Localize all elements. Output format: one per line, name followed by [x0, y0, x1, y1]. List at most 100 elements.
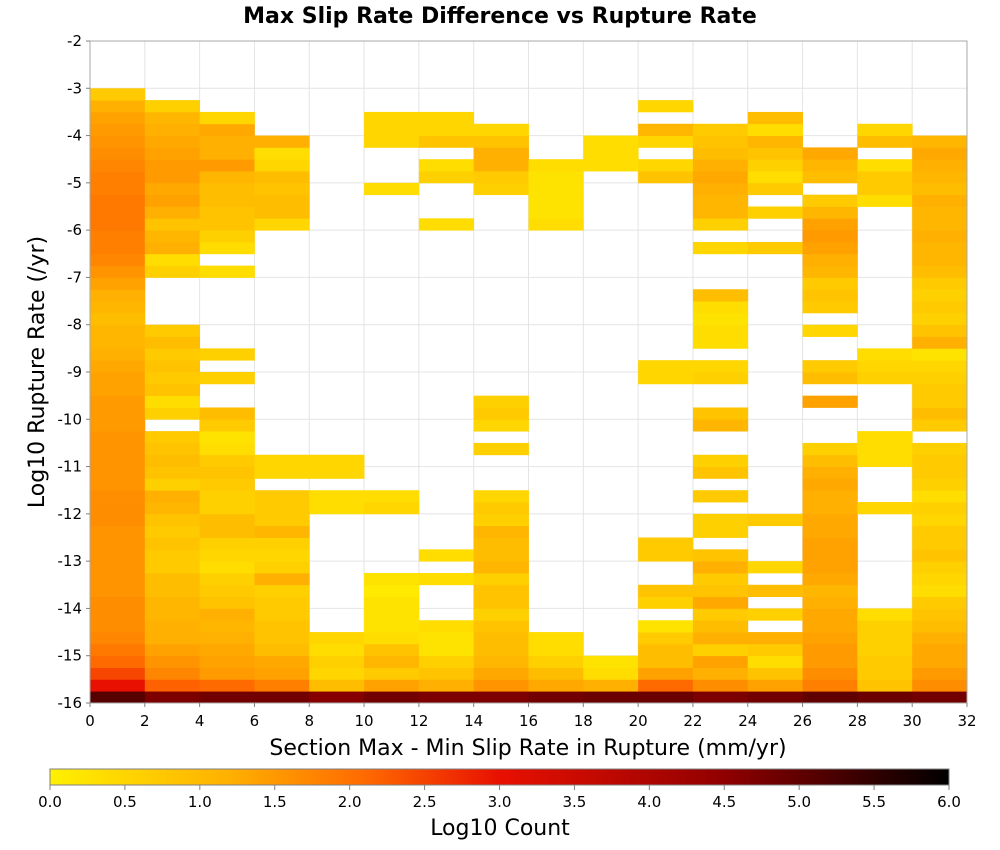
heatmap-cell — [90, 442, 146, 456]
heatmap-cell — [473, 159, 529, 172]
heatmap-cell — [473, 182, 529, 196]
heatmap-cell — [473, 667, 529, 680]
heatmap-cell — [364, 596, 420, 609]
heatmap-cell — [692, 419, 749, 432]
heatmap-cell — [638, 100, 694, 113]
heatmap-cell — [90, 454, 146, 467]
heatmap-cell — [254, 691, 310, 704]
heatmap-cell — [857, 691, 913, 704]
heatmap-cell — [802, 253, 858, 267]
y-tick-label: -9 — [67, 363, 82, 381]
y-tick-label: -15 — [58, 647, 83, 665]
heatmap-cell — [638, 667, 694, 680]
y-tick-label: -8 — [67, 316, 82, 334]
heatmap-cell — [747, 691, 803, 704]
heatmap-cell — [802, 691, 858, 704]
colorbar-tick-label: 3.0 — [488, 793, 512, 811]
heatmap-cell — [144, 442, 201, 456]
heatmap-cell — [473, 572, 529, 586]
heatmap-cell — [638, 159, 694, 172]
y-tick-label: -16 — [58, 694, 83, 712]
heatmap-cell — [802, 277, 858, 290]
heatmap-cell — [802, 596, 858, 609]
heatmap-cell — [583, 135, 639, 148]
heatmap-cell — [747, 608, 803, 621]
y-axis-label: Log10 Rupture Rate (/yr) — [25, 236, 50, 508]
heatmap-cell — [747, 679, 803, 692]
heatmap-cell — [144, 147, 201, 160]
heatmap-cell — [418, 632, 475, 645]
heatmap-cell — [144, 324, 201, 337]
heatmap-cell — [583, 691, 639, 704]
heatmap-cell — [254, 537, 310, 550]
heatmap-cell — [692, 525, 749, 538]
heatmap-cell — [90, 632, 146, 645]
heatmap-cell — [199, 419, 255, 432]
heatmap-cell — [254, 490, 310, 503]
heatmap-cell — [473, 561, 529, 574]
y-tick-label: -5 — [67, 174, 82, 192]
heatmap-cell — [90, 289, 146, 302]
heatmap-cell — [638, 171, 694, 184]
heatmap-cell — [802, 549, 858, 562]
colorbar-ticks: 0.0 0.5 1.0 1.5 2.0 2.5 3.0 3.5 4.0 4.5 5.0 5.5 6.0 — [38, 785, 961, 811]
heatmap-cell — [857, 372, 913, 385]
heatmap-cell — [90, 537, 146, 550]
heatmap-cell — [418, 123, 475, 136]
heatmap-cell — [254, 454, 310, 467]
heatmap-cell — [144, 655, 201, 668]
heatmap-cell — [473, 419, 529, 432]
heatmap-cell — [473, 442, 529, 456]
heatmap-cell — [802, 561, 858, 574]
heatmap-cell — [144, 454, 201, 467]
heatmap-cell — [528, 632, 584, 645]
heatmap-cell — [309, 632, 365, 645]
heatmap-cell — [199, 466, 255, 479]
heatmap-cell — [638, 632, 694, 645]
heatmap-cell — [364, 123, 420, 136]
heatmap-cell — [144, 135, 201, 148]
heatmap-cell — [692, 679, 749, 692]
heatmap-cell — [90, 478, 146, 491]
heatmap-cell — [912, 502, 968, 515]
heatmap-cell — [90, 513, 146, 527]
heatmap-cell — [199, 502, 255, 515]
heatmap-cell — [144, 466, 201, 479]
heatmap-cell — [144, 490, 201, 503]
y-tick-label: -6 — [67, 221, 82, 239]
colorbar-label: Log10 Count — [430, 816, 570, 841]
heatmap-cell — [418, 620, 475, 633]
heatmap-cell — [90, 466, 146, 479]
heatmap-cell — [692, 490, 749, 503]
heatmap-cell — [90, 643, 146, 657]
heatmap-cell — [692, 159, 749, 172]
heatmap-cell — [254, 561, 310, 574]
heatmap-cell — [199, 135, 255, 148]
heatmap-cell — [473, 584, 529, 598]
heatmap-cell — [199, 561, 255, 574]
heatmap-cell — [528, 667, 584, 680]
heatmap-cell — [90, 336, 146, 349]
heatmap-cell — [528, 643, 584, 657]
heatmap-cell — [857, 194, 913, 207]
heatmap-cell — [912, 549, 968, 562]
y-tick-label: -3 — [67, 79, 82, 97]
x-tick-label: 28 — [848, 712, 867, 730]
heatmap-cell — [90, 241, 146, 255]
heatmap-cell — [583, 667, 639, 680]
heatmap-cell — [90, 111, 146, 125]
heatmap-cell — [912, 289, 968, 302]
heatmap-cell — [802, 324, 858, 337]
heatmap-cell — [199, 537, 255, 550]
heatmap-cell — [692, 336, 749, 349]
heatmap-cell — [692, 691, 749, 704]
heatmap-cell — [802, 478, 858, 491]
heatmap-cell — [90, 620, 146, 633]
heatmap-cell — [528, 218, 584, 231]
heatmap-cell — [199, 241, 255, 255]
heatmap-cell — [90, 301, 146, 314]
x-axis-ticks: 0 2 4 6 8 10 12 14 16 18 20 22 24 26 28 30 32 — [85, 703, 977, 730]
heatmap-cell — [254, 513, 310, 527]
heatmap-cell — [528, 182, 584, 196]
heatmap-cell — [199, 655, 255, 668]
